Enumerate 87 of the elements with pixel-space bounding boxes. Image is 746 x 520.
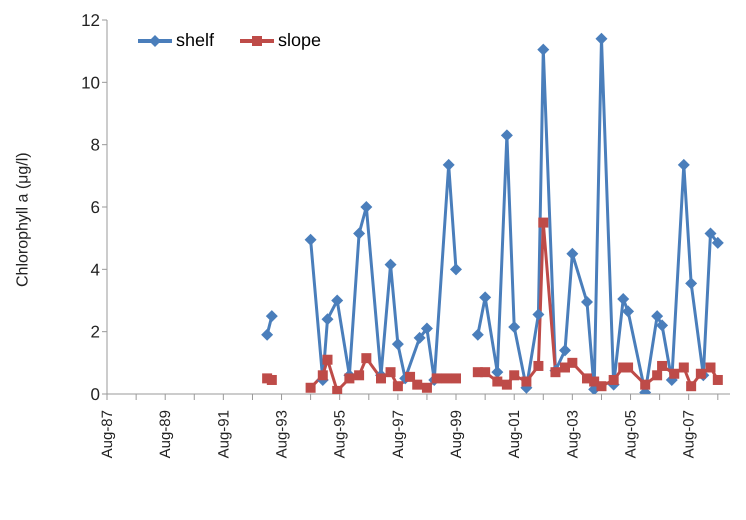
legend-label: slope (278, 30, 322, 51)
point (622, 305, 634, 318)
point (392, 381, 403, 392)
point (306, 382, 316, 393)
point (354, 370, 364, 380)
point (360, 201, 372, 213)
point (538, 218, 548, 228)
point (472, 328, 484, 341)
y-axis-title: Chlorophyll a (μg/l) (14, 152, 32, 287)
x-tick-label: Aug-89 (157, 410, 174, 458)
point (508, 320, 520, 333)
point (322, 354, 332, 365)
point (537, 44, 550, 56)
point (412, 380, 422, 390)
point (376, 373, 386, 384)
point (386, 367, 396, 378)
point (432, 373, 442, 384)
point (332, 386, 342, 394)
point (491, 366, 504, 378)
y-tick-label: 8 (90, 136, 100, 155)
point (704, 227, 716, 240)
point (669, 368, 680, 379)
point (318, 370, 328, 380)
point (580, 296, 593, 308)
point (492, 376, 502, 387)
point (261, 328, 274, 341)
point (422, 382, 432, 393)
point (420, 322, 433, 335)
point (480, 367, 490, 378)
point (405, 372, 416, 382)
x-tick-label: Aug-87 (99, 410, 116, 458)
point (344, 373, 354, 384)
point (595, 32, 608, 45)
point (361, 353, 372, 364)
y-tick-label: 2 (90, 322, 100, 342)
point (304, 234, 317, 246)
point (559, 344, 572, 356)
point (678, 362, 689, 373)
point (652, 370, 662, 380)
y-tick-label: 12 (81, 11, 100, 30)
y-tick-label: 0 (90, 385, 100, 404)
point (696, 368, 706, 379)
point (686, 381, 696, 392)
point (712, 374, 723, 385)
point (509, 370, 520, 380)
point (567, 358, 578, 368)
point (712, 236, 724, 249)
point (442, 158, 455, 171)
x-tick-label: Aug-97 (390, 410, 407, 458)
point (441, 373, 452, 384)
point (321, 313, 334, 326)
y-tick-label: 6 (90, 198, 100, 218)
point (331, 294, 344, 306)
point (414, 332, 426, 344)
point (705, 362, 716, 373)
point (656, 319, 668, 332)
legend-label: shelf (176, 30, 214, 51)
point (533, 360, 544, 371)
point (651, 310, 664, 322)
point (608, 374, 619, 385)
y-tick-label: 4 (90, 260, 100, 280)
point (392, 338, 404, 350)
x-tick-label: Aug-91 (215, 410, 232, 458)
point (596, 381, 606, 392)
point (657, 360, 668, 371)
point (550, 367, 560, 378)
x-tick-label: Aug-01 (506, 410, 524, 458)
x-tick-label: Aug-99 (448, 410, 466, 458)
point (685, 277, 698, 290)
point (266, 310, 278, 322)
x-tick-label: Aug-95 (332, 410, 349, 458)
point (521, 376, 532, 387)
point (617, 292, 630, 305)
point (640, 380, 650, 390)
x-tick-label: Aug-05 (622, 410, 640, 458)
point (266, 374, 277, 385)
x-tick-label: Aug-07 (680, 410, 698, 458)
x-tick-label: Aug-03 (564, 410, 582, 458)
x-tick-label: Aug-93 (274, 410, 291, 458)
point (502, 380, 512, 390)
point (451, 373, 462, 384)
y-tick-label: 10 (81, 73, 100, 92)
point (353, 227, 366, 240)
point (678, 158, 690, 171)
point (532, 308, 544, 321)
point (450, 263, 462, 276)
point (500, 129, 513, 142)
